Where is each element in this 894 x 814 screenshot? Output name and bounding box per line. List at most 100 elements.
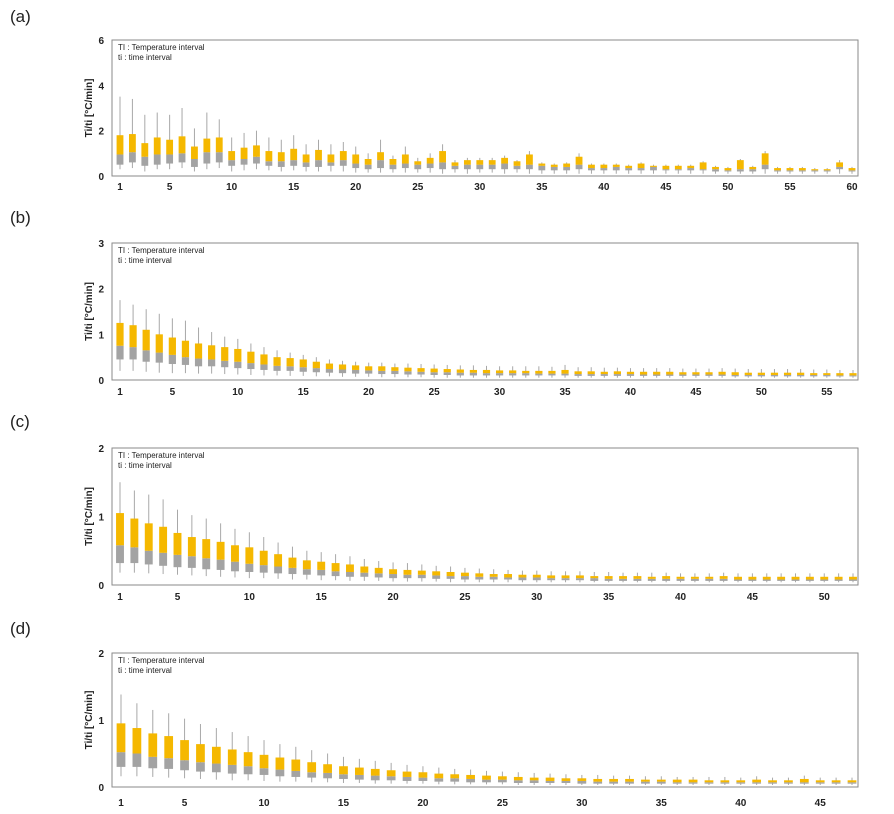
box-46 <box>762 573 771 583</box>
box-upper <box>662 165 670 170</box>
box-lower <box>561 578 570 581</box>
box-upper <box>323 764 332 773</box>
legend-entry: TI : Temperature interval <box>118 43 205 52</box>
box-lower <box>352 369 360 374</box>
box-lower <box>451 165 459 170</box>
box-upper <box>302 560 311 570</box>
box-lower <box>288 567 297 575</box>
box-lower <box>216 559 225 570</box>
x-tick-label: 5 <box>167 182 173 193</box>
box-upper <box>142 329 150 351</box>
box-upper <box>116 322 124 346</box>
box-30 <box>532 570 541 583</box>
x-tick-label: 1 <box>117 387 123 398</box>
box-lower <box>849 579 857 581</box>
box-1 <box>116 300 124 371</box>
box-upper <box>731 372 739 375</box>
box-upper <box>386 770 396 777</box>
box-lower <box>688 782 698 784</box>
box-9 <box>215 119 223 169</box>
box-31 <box>593 774 603 785</box>
box-8 <box>227 732 237 781</box>
box-lower <box>417 574 426 579</box>
box-upper <box>312 361 320 369</box>
box-15 <box>290 135 298 171</box>
box-lower <box>847 782 857 784</box>
box-37 <box>587 367 595 378</box>
box-lower <box>403 574 412 579</box>
y-axis-label: Ti/ti [°C/min] <box>84 79 95 138</box>
box-lower <box>810 374 818 377</box>
box-13 <box>288 546 297 580</box>
box-lower <box>550 166 558 171</box>
box-lower <box>391 370 399 375</box>
box-26 <box>513 772 523 785</box>
box-lower <box>495 373 504 376</box>
box-lower <box>625 168 633 171</box>
box-3 <box>144 494 153 574</box>
box-38 <box>647 572 656 583</box>
box-46 <box>831 777 841 785</box>
box-upper <box>656 779 666 782</box>
box-upper <box>432 571 441 576</box>
box-upper <box>482 369 491 374</box>
plot-frame <box>111 652 859 788</box>
box-upper <box>666 371 674 375</box>
box-lower <box>414 164 422 170</box>
box-51 <box>770 369 779 378</box>
box-upper <box>501 157 509 164</box>
box-lower <box>132 753 142 767</box>
box-upper <box>561 369 569 374</box>
box-upper <box>215 137 223 153</box>
box-28 <box>451 160 459 173</box>
box-55 <box>786 166 794 174</box>
box-lower <box>432 575 441 579</box>
box-49 <box>712 165 719 174</box>
box-20 <box>352 146 360 173</box>
box-30 <box>495 366 504 378</box>
box-upper <box>196 744 205 763</box>
box-upper <box>619 576 627 579</box>
box-6 <box>181 320 190 374</box>
box-upper <box>243 752 253 767</box>
box-upper <box>712 166 719 170</box>
box-upper <box>211 746 221 764</box>
box-lower <box>532 577 541 581</box>
box-upper <box>417 368 425 372</box>
box-upper <box>688 779 698 783</box>
box-upper <box>815 780 825 783</box>
box-47 <box>777 573 786 583</box>
box-18 <box>386 762 396 784</box>
y-tick-label: 1 <box>98 513 104 524</box>
box-7 <box>191 128 198 172</box>
box-upper <box>439 151 446 163</box>
box-lower <box>545 780 555 783</box>
box-34 <box>526 151 533 174</box>
box-upper <box>529 777 539 781</box>
box-upper <box>761 153 769 165</box>
box-14 <box>302 550 311 580</box>
box-upper <box>705 372 713 375</box>
box-24 <box>482 770 491 785</box>
box-35 <box>656 776 666 785</box>
box-27 <box>529 772 539 785</box>
legend-entry: ti : time interval <box>118 256 172 265</box>
y-tick-label: 2 <box>98 127 104 138</box>
x-tick-label: 30 <box>474 182 486 193</box>
box-lower <box>253 156 260 164</box>
box-upper <box>191 146 198 159</box>
box-lower <box>141 156 149 166</box>
box-upper <box>518 574 527 578</box>
box-lower <box>155 352 163 363</box>
box-9 <box>231 528 239 578</box>
box-lower <box>633 578 642 581</box>
box-lower <box>181 357 190 365</box>
box-upper <box>346 564 354 572</box>
box-21 <box>378 362 386 378</box>
box-upper <box>752 779 762 783</box>
x-tick-label: 30 <box>494 387 506 398</box>
box-19 <box>374 561 383 581</box>
box-26 <box>443 364 451 378</box>
box-41 <box>690 573 699 583</box>
